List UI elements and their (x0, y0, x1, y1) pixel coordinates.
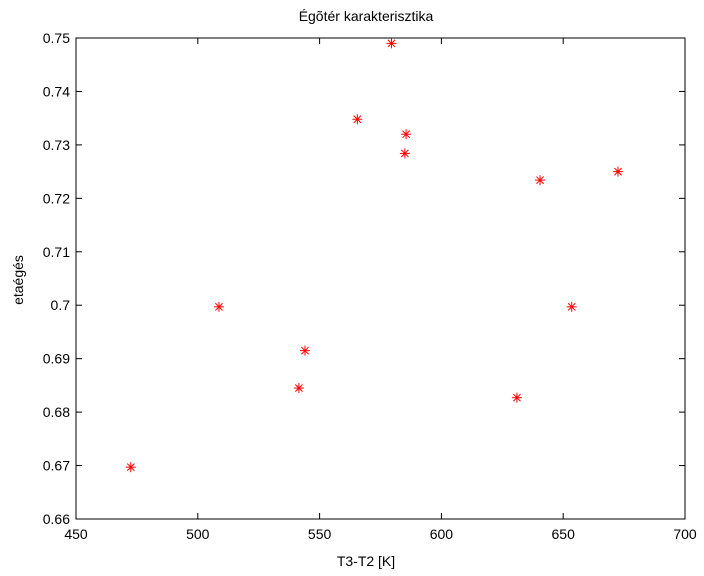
data-point (613, 166, 624, 177)
x-axis-label: T3-T2 [K] (337, 553, 395, 569)
y-tick-label: 0.75 (43, 30, 70, 46)
x-tick-label: 550 (308, 526, 332, 542)
x-tick-label: 450 (64, 526, 88, 542)
data-point (535, 175, 546, 186)
data-point (386, 38, 397, 49)
x-tick-label: 700 (673, 526, 697, 542)
data-point (511, 392, 522, 403)
x-axis: 450 500 550 600 650 700 (64, 38, 697, 542)
data-point (299, 345, 310, 356)
y-tick-label: 0.69 (43, 351, 70, 367)
y-axis: 0.66 0.67 0.68 0.69 0.7 0.71 0.72 0.73 0.74 0.75 (43, 30, 685, 527)
x-tick-label: 600 (430, 526, 454, 542)
y-tick-label: 0.71 (43, 244, 70, 260)
data-point (352, 114, 363, 125)
data-point (566, 301, 577, 312)
y-tick-label: 0.68 (43, 404, 70, 420)
data-point (293, 383, 304, 394)
x-tick-label: 500 (186, 526, 210, 542)
plot-area (75, 37, 686, 520)
y-tick-label: 0.72 (43, 190, 70, 206)
data-point (399, 148, 410, 159)
y-tick-label: 0.66 (43, 511, 70, 527)
y-axis-label: etaégés (10, 255, 26, 305)
y-tick-label: 0.74 (43, 83, 70, 99)
data-points (125, 38, 624, 473)
data-point (213, 301, 224, 312)
data-point (125, 462, 136, 473)
x-tick-label: 650 (552, 526, 576, 542)
data-point (401, 129, 412, 140)
y-tick-label: 0.7 (51, 297, 71, 313)
y-tick-label: 0.67 (43, 458, 70, 474)
y-tick-label: 0.73 (43, 137, 70, 153)
chart-title: Égõtér karakterisztika (299, 8, 434, 24)
